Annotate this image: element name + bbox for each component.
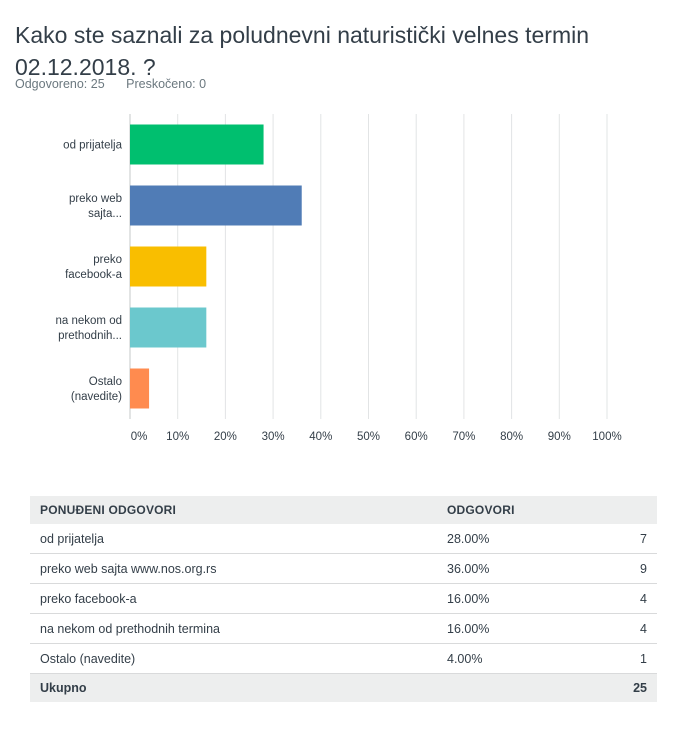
question-title: Kako ste saznali za poludnevni naturisti… xyxy=(15,22,590,81)
category-label: sajta... xyxy=(88,208,122,220)
row-label: preko facebook-a xyxy=(30,583,437,614)
table-header-row: PONUĐENI ODGOVORI ODGOVORI xyxy=(30,496,657,524)
row-percent: 28.00% xyxy=(437,524,597,554)
total-label: Ukupno xyxy=(30,673,437,702)
tick-label: 70% xyxy=(452,431,475,443)
table-row: od prijatelja 28.00% 7 xyxy=(30,524,657,554)
tick-label: 40% xyxy=(309,431,332,443)
category-label: preko web xyxy=(69,193,122,205)
answered-count: Odgovoreno: 25 xyxy=(15,77,105,91)
category-label: Ostalo xyxy=(89,376,122,388)
row-percent: 36.00% xyxy=(437,553,597,584)
tick-label: 100% xyxy=(592,431,621,443)
header-count xyxy=(597,496,657,524)
tick-label: 30% xyxy=(262,431,285,443)
category-label: od prijatelja xyxy=(63,140,122,152)
response-stats: Odgovoreno: 25 Preskočeno: 0 xyxy=(15,77,224,91)
row-count: 1 xyxy=(597,643,657,674)
bar xyxy=(130,307,207,348)
tick-label: 80% xyxy=(500,431,523,443)
bar-chart: od prijatelja preko web sajta... preko faceb… xyxy=(56,114,622,443)
category-label: preko xyxy=(93,254,122,266)
bar xyxy=(130,368,150,409)
tick-label: 50% xyxy=(357,431,380,443)
tick-label: 0% xyxy=(131,431,148,443)
total-row: Ukupno 25 xyxy=(30,673,657,702)
results-table: PONUĐENI ODGOVORI ODGOVORI od prijatelja… xyxy=(30,496,657,702)
tick-label: 10% xyxy=(166,431,189,443)
category-label: facebook-a xyxy=(65,269,123,281)
bar xyxy=(130,124,264,165)
tick-label: 60% xyxy=(405,431,428,443)
header-responses: ODGOVORI xyxy=(437,496,597,524)
row-count: 4 xyxy=(597,613,657,644)
header-answer-choices: PONUĐENI ODGOVORI xyxy=(30,496,437,524)
row-label: preko web sajta www.nos.org.rs xyxy=(30,553,437,584)
tick-label: 20% xyxy=(214,431,237,443)
category-label: prethodnih... xyxy=(58,330,122,342)
category-label: (navedite) xyxy=(71,391,122,403)
row-count: 9 xyxy=(597,553,657,584)
row-label: Ostalo (navedite) xyxy=(30,643,437,674)
category-label: na nekom od xyxy=(56,315,123,327)
row-label: na nekom od prethodnih termina xyxy=(30,613,437,644)
skipped-count: Preskočeno: 0 xyxy=(126,77,207,91)
row-count: 7 xyxy=(597,524,657,554)
table-row: preko web sajta www.nos.org.rs 36.00% 9 xyxy=(30,553,657,584)
total-spacer xyxy=(437,673,597,702)
row-percent: 16.00% xyxy=(437,613,597,644)
total-value: 25 xyxy=(597,673,657,702)
row-percent: 4.00% xyxy=(437,643,597,674)
table-row: na nekom od prethodnih termina 16.00% 4 xyxy=(30,613,657,644)
row-percent: 16.00% xyxy=(437,583,597,614)
tick-label: 90% xyxy=(548,431,571,443)
bar xyxy=(130,185,302,226)
table-row: preko facebook-a 16.00% 4 xyxy=(30,583,657,614)
row-label: od prijatelja xyxy=(30,524,437,554)
row-count: 4 xyxy=(597,583,657,614)
table-row: Ostalo (navedite) 4.00% 1 xyxy=(30,643,657,674)
bar xyxy=(130,246,207,287)
